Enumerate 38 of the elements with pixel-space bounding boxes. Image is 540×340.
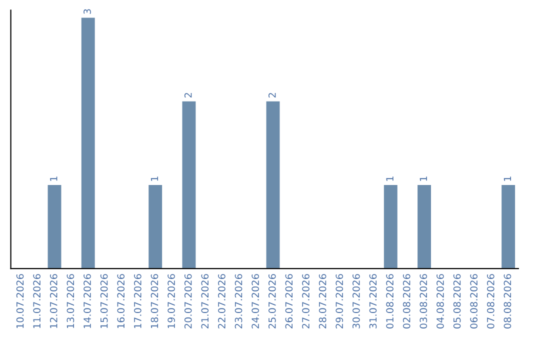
x-tick-label: 19.07.2026 <box>168 274 175 328</box>
x-tick-label: 07.08.2026 <box>486 274 494 328</box>
x-tick-label: 25.07.2026 <box>268 274 276 328</box>
x-tick-label: 17.07.2026 <box>134 274 142 328</box>
x-tick-label: 21.07.2026 <box>201 274 209 328</box>
x-tick-label: 24.07.2026 <box>252 274 260 328</box>
x-tick-label: 12.07.2026 <box>50 274 58 328</box>
x-tick-label: 18.07.2026 <box>150 274 158 328</box>
data-label: 1 <box>420 176 427 181</box>
x-tick-label: 13.07.2026 <box>66 274 74 328</box>
data-label: 2 <box>268 93 276 98</box>
x-tick-label: 06.08.2026 <box>470 274 478 328</box>
x-tick-label: 31.07.2026 <box>369 274 377 328</box>
x-tick-label: 16.07.2026 <box>117 274 125 328</box>
data-label: 1 <box>386 176 394 181</box>
x-tick-label: 29.07.2026 <box>336 274 344 328</box>
data-label: 3 <box>84 9 91 14</box>
x-tick-label: 11.07.2026 <box>33 274 41 328</box>
x-tick-label: 15.07.2026 <box>100 274 108 328</box>
x-tick-label: 23.07.2026 <box>234 274 242 328</box>
x-tick-label: 14.07.2026 <box>84 274 91 328</box>
x-tick-label: 27.07.2026 <box>302 274 310 328</box>
data-label: 1 <box>50 176 58 181</box>
data-label: 1 <box>504 176 511 181</box>
x-tick-label: 02.08.2026 <box>402 274 410 328</box>
x-tick-label: 04.08.2026 <box>436 274 444 328</box>
x-tick-label: 26.07.2026 <box>285 274 293 328</box>
x-tick-label: 20.07.2026 <box>184 274 192 328</box>
x-tick-label: 10.07.2026 <box>16 274 24 328</box>
data-label: 1 <box>150 176 158 181</box>
x-tick-label: 28.07.2026 <box>318 274 326 328</box>
x-tick-label: 08.08.2026 <box>504 274 512 328</box>
x-tick-label: 01.08.2026 <box>386 274 394 328</box>
x-tick-label: 30.07.2026 <box>352 274 360 328</box>
x-tick-label: 03.08.2026 <box>420 274 428 328</box>
x-tick-label: 05.08.2026 <box>453 274 461 328</box>
data-label: 2 <box>184 93 192 98</box>
x-tick-label: 22.07.2026 <box>218 274 226 328</box>
